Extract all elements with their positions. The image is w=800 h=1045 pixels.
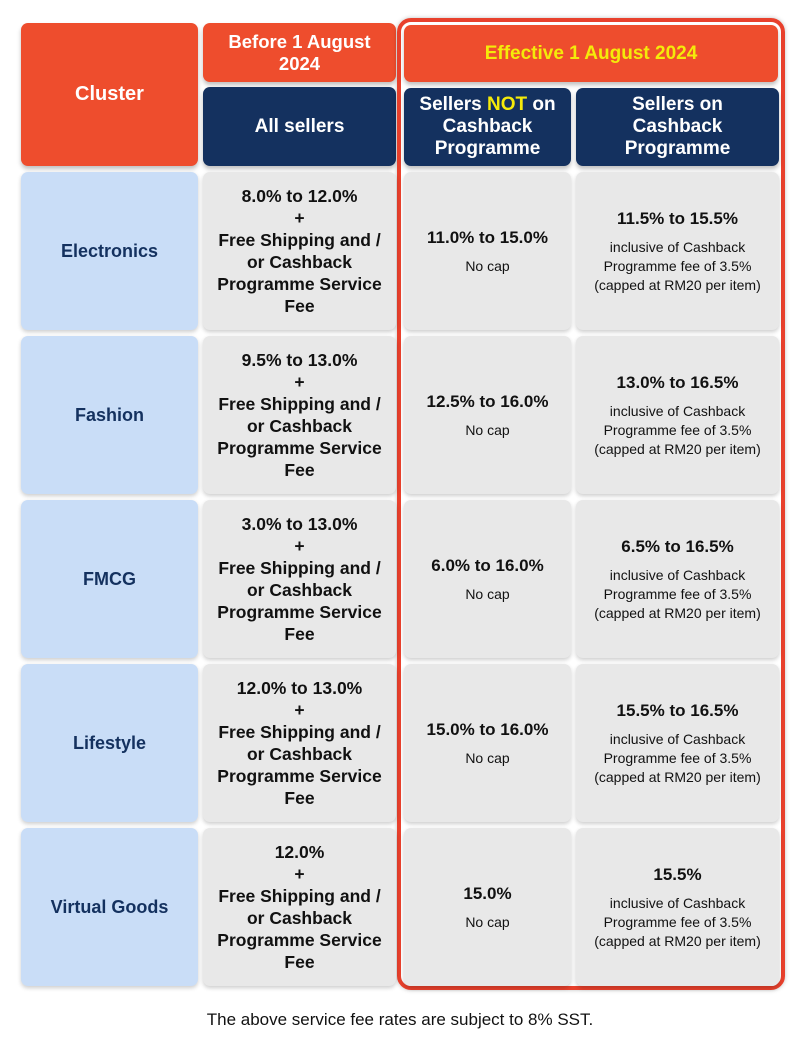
cluster-label: FMCG	[83, 568, 136, 589]
before-fee-cell: 9.5% to 13.0% + Free Shipping and / or C…	[203, 336, 396, 494]
no-cap-note: No cap	[465, 913, 510, 930]
before-rate: 12.0% to 13.0%	[236, 678, 363, 698]
on-cashback-label: Sellers on Cashback Programme	[624, 94, 731, 159]
on-cashback-cell: 6.5% to 16.5% inclusive of Cashback Prog…	[576, 500, 779, 658]
not-on-cashback-cell: 12.5% to 16.0% No cap	[404, 336, 571, 494]
before-fee-cell: 3.0% to 13.0% + Free Shipping and / or C…	[203, 500, 396, 658]
before-fee-cell: 8.0% to 12.0% + Free Shipping and / or C…	[203, 172, 396, 330]
on-cashback-rate: 15.5% to 16.5%	[616, 700, 739, 720]
cashback-fee-note: inclusive of Cashback Programme fee of 3…	[594, 730, 761, 785]
on-cashback-cell: 13.0% to 16.5% inclusive of Cashback Pro…	[576, 336, 779, 494]
cluster-cell-fmcg: FMCG	[21, 500, 198, 658]
before-rate: 8.0% to 12.0%	[241, 186, 358, 206]
not-on-cashback-cell: 15.0% No cap	[404, 828, 571, 986]
on-cashback-rate: 15.5%	[653, 864, 702, 884]
cashback-fee-note: inclusive of Cashback Programme fee of 3…	[594, 894, 761, 949]
before-rate: 9.5% to 13.0%	[241, 350, 358, 370]
cluster-cell-electronics: Electronics	[21, 172, 198, 330]
cashback-fee-note: inclusive of Cashback Programme fee of 3…	[594, 566, 761, 621]
not-on-cashback-rate: 11.0% to 15.0%	[427, 227, 548, 247]
before-suffix: Free Shipping and / or Cashback Programm…	[217, 886, 382, 972]
all-sellers-label: All sellers	[254, 115, 345, 137]
not-on-cashback-rate: 15.0%	[463, 883, 512, 903]
not-on-cashback-label-post: on Cashback Programme	[434, 94, 556, 159]
cluster-label: Electronics	[60, 240, 159, 261]
plus-sign: +	[294, 536, 305, 556]
no-cap-note: No cap	[465, 749, 510, 766]
before-date-header: Before 1 August 2024	[203, 23, 396, 82]
on-cashback-cell: 15.5% inclusive of Cashback Programme fe…	[576, 828, 779, 986]
on-cashback-header: Sellers on Cashback Programme	[576, 88, 779, 166]
effective-date-header: Effective 1 August 2024	[404, 25, 778, 82]
not-on-cashback-label: Sellers NOT on Cashback Programme	[416, 94, 559, 160]
before-suffix: Free Shipping and / or Cashback Programm…	[217, 230, 382, 316]
not-on-cashback-cell: 11.0% to 15.0% No cap	[404, 172, 571, 330]
cluster-cell-virtual-goods: Virtual Goods	[21, 828, 198, 986]
effective-period-frame	[397, 18, 785, 990]
not-on-cashback-rate: 6.0% to 16.0%	[431, 555, 544, 575]
not-on-cashback-cell: 6.0% to 16.0% No cap	[404, 500, 571, 658]
no-cap-note: No cap	[465, 257, 510, 274]
on-cashback-rate: 6.5% to 16.5%	[621, 536, 734, 556]
cluster-cell-lifestyle: Lifestyle	[21, 664, 198, 822]
no-cap-note: No cap	[465, 585, 510, 602]
cluster-label: Lifestyle	[72, 732, 147, 753]
before-rate: 3.0% to 13.0%	[241, 514, 358, 534]
not-on-cashback-label-pre: Sellers	[419, 94, 487, 115]
before-date-label: Before 1 August 2024	[228, 30, 371, 74]
on-cashback-rate: 11.5% to 15.5%	[617, 208, 738, 228]
on-cashback-rate: 13.0% to 16.5%	[616, 372, 739, 392]
before-suffix: Free Shipping and / or Cashback Programm…	[217, 722, 382, 808]
no-cap-note: No cap	[465, 421, 510, 438]
sst-footnote: The above service fee rates are subject …	[206, 1010, 594, 1029]
not-on-cashback-header: Sellers NOT on Cashback Programme	[404, 88, 571, 166]
before-fee-cell: 12.0% to 13.0% + Free Shipping and / or …	[203, 664, 396, 822]
cluster-cell-fashion: Fashion	[21, 336, 198, 494]
effective-date-label: Effective 1 August 2024	[484, 42, 698, 64]
on-cashback-cell: 11.5% to 15.5% inclusive of Cashback Pro…	[576, 172, 779, 330]
cluster-header: Cluster	[21, 23, 198, 166]
not-on-cashback-rate: 12.5% to 16.0%	[426, 391, 549, 411]
before-fee-cell: 12.0% + Free Shipping and / or Cashback …	[203, 828, 396, 986]
before-suffix: Free Shipping and / or Cashback Programm…	[217, 394, 382, 480]
cashback-fee-note: inclusive of Cashback Programme fee of 3…	[594, 402, 761, 457]
plus-sign: +	[294, 864, 305, 884]
on-cashback-cell: 15.5% to 16.5% inclusive of Cashback Pro…	[576, 664, 779, 822]
before-rate: 12.0%	[274, 842, 325, 862]
cluster-header-label: Cluster	[75, 83, 144, 105]
plus-sign: +	[294, 700, 305, 720]
all-sellers-header: All sellers	[203, 87, 396, 166]
cluster-label: Fashion	[74, 404, 144, 425]
cluster-label: Virtual Goods	[50, 896, 169, 917]
plus-sign: +	[294, 208, 305, 228]
cashback-fee-note: inclusive of Cashback Programme fee of 3…	[594, 238, 761, 293]
not-emphasis: NOT	[487, 94, 528, 115]
plus-sign: +	[294, 372, 305, 392]
before-suffix: Free Shipping and / or Cashback Programm…	[217, 558, 382, 644]
not-on-cashback-cell: 15.0% to 16.0% No cap	[404, 664, 571, 822]
not-on-cashback-rate: 15.0% to 16.0%	[426, 719, 549, 739]
